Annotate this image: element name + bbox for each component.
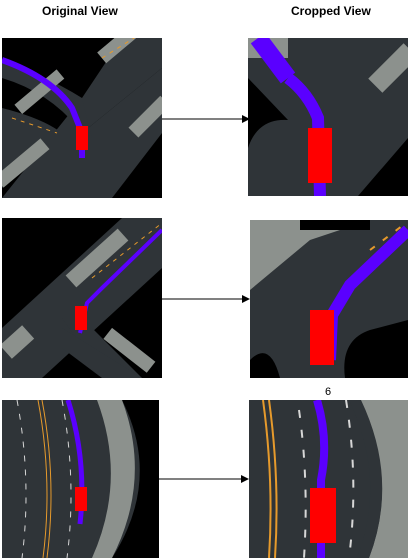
vehicle-crop-2 xyxy=(310,310,334,365)
arrow-3 xyxy=(159,475,249,483)
vehicle-crop-3 xyxy=(310,488,336,543)
original-view-1 xyxy=(2,38,162,198)
route-1 xyxy=(2,57,85,158)
original-view-2 xyxy=(2,218,162,378)
cropped-view-1 xyxy=(248,38,408,196)
cropped-view-2 xyxy=(250,220,408,378)
arrow-2 xyxy=(162,295,250,303)
row-3-label: 6 xyxy=(325,386,332,398)
vehicle-3 xyxy=(75,487,87,511)
header-cropped: Cropped View xyxy=(291,4,371,18)
vehicle-crop-1 xyxy=(308,128,332,183)
arrow-1 xyxy=(162,115,250,123)
vehicle-1 xyxy=(76,126,88,150)
original-view-3 xyxy=(2,400,159,558)
cropped-view-3 xyxy=(249,400,408,558)
vehicle-2 xyxy=(75,306,87,330)
header-original: Original View xyxy=(42,4,118,18)
